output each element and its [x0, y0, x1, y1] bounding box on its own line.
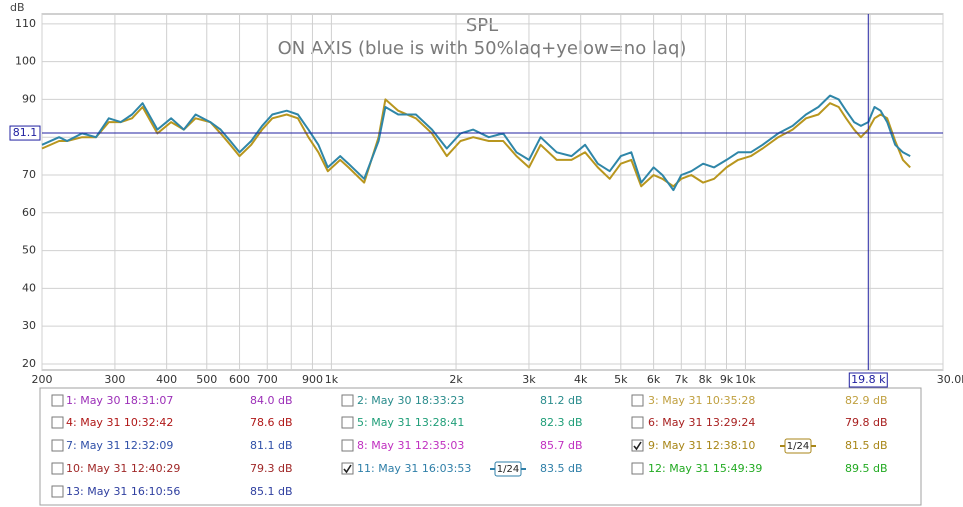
checkbox[interactable]: [341, 462, 354, 475]
checkmark: [633, 441, 642, 451]
x-tick-label: 600: [229, 373, 250, 386]
measurement-level: 83.5 dB: [540, 462, 583, 475]
measurement-level: 85.1 dB: [250, 485, 293, 498]
checkbox[interactable]: [51, 416, 64, 429]
measurement-level: 82.3 dB: [540, 416, 583, 429]
checkbox[interactable]: [631, 394, 644, 407]
legend-panel: [39, 387, 922, 506]
measurement-level: 81.1 dB: [250, 439, 293, 452]
smoothing-label: 1/24: [497, 464, 519, 475]
checkbox[interactable]: [631, 439, 644, 452]
measurement-level: 81.5 dB: [845, 439, 888, 452]
measurement-level: 78.6 dB: [250, 416, 293, 429]
x-tick-label: 7k: [675, 373, 689, 386]
y-tick-label: 60: [22, 206, 36, 219]
checkbox[interactable]: [51, 439, 64, 452]
measurement-level: 79.3 dB: [250, 462, 293, 475]
measurement-label: 6: May 31 13:29:24: [648, 416, 755, 429]
y-tick-label: 50: [22, 244, 36, 257]
y-tick-label: 100: [15, 55, 36, 68]
measurement-level: 79.8 dB: [845, 416, 888, 429]
x-tick-label: 5k: [614, 373, 628, 386]
measurement-label: 10: May 31 12:40:29: [66, 462, 180, 475]
measurement-label: 3: May 31 10:35:28: [648, 394, 755, 407]
x-tick-label: 10k: [735, 373, 756, 386]
plot-area: [41, 13, 944, 371]
y-tick-label: 110: [15, 17, 36, 30]
smoothing-badge[interactable]: [494, 461, 522, 477]
x-tick-label: 2k: [449, 373, 463, 386]
measurement-level: 84.0 dB: [250, 394, 293, 407]
measurement-label: 2: May 30 18:33:23: [357, 394, 464, 407]
cursor-x-box: [848, 372, 888, 388]
smoothing-label: 1/24: [787, 441, 809, 452]
checkbox[interactable]: [51, 394, 64, 407]
y-tick-label: 30: [22, 319, 36, 332]
measurement-label: 4: May 31 10:32:42: [66, 416, 173, 429]
checkbox[interactable]: [51, 462, 64, 475]
y-tick-label: 40: [22, 281, 36, 294]
x-tick-label: 300: [104, 373, 125, 386]
x-tick-label: 30.0k Hz: [937, 373, 963, 386]
measurement-label: 11: May 31 16:03:53: [357, 462, 471, 475]
measurement-level: 82.9 dB: [845, 394, 888, 407]
y-tick-label: 70: [22, 168, 36, 181]
y-tick-label: 90: [22, 92, 36, 105]
cursor-y-box: [9, 125, 41, 141]
x-tick-label: 1k: [325, 373, 339, 386]
y-axis-label: dB: [10, 1, 25, 14]
smoothing-badge[interactable]: [784, 438, 812, 454]
checkbox[interactable]: [341, 439, 354, 452]
x-tick-label: 700: [257, 373, 278, 386]
checkbox[interactable]: [341, 394, 354, 407]
x-tick-label: 8k: [699, 373, 713, 386]
x-tick-label: 400: [156, 373, 177, 386]
measurement-label: 9: May 31 12:38:10: [648, 439, 755, 452]
x-tick-label: 4k: [574, 373, 588, 386]
measurement-label: 8: May 31 12:35:03: [357, 439, 464, 452]
x-tick-label: 9k: [720, 373, 734, 386]
checkbox[interactable]: [631, 416, 644, 429]
chart-title: SPL: [466, 15, 498, 36]
cursor-y-label: 81.1: [13, 126, 38, 139]
x-tick-label: 6k: [647, 373, 661, 386]
measurement-level: 81.2 dB: [540, 394, 583, 407]
checkbox[interactable]: [51, 485, 64, 498]
chart-subtitle: ON AXIS (blue is with 50%laq+yelow=no la…: [278, 38, 687, 59]
x-tick-label: 900: [302, 373, 323, 386]
measurement-label: 1: May 30 18:31:07: [66, 394, 173, 407]
x-tick-label: 500: [196, 373, 217, 386]
x-tick-label: 200: [32, 373, 53, 386]
measurement-label: 7: May 31 12:32:09: [66, 439, 173, 452]
checkbox[interactable]: [631, 462, 644, 475]
series-line: [41, 94, 911, 192]
y-tick-label: 20: [22, 357, 36, 370]
checkmark: [343, 464, 352, 474]
measurement-label: 5: May 31 13:28:41: [357, 416, 464, 429]
series-line: [41, 98, 911, 188]
x-tick-label: 3k: [522, 373, 536, 386]
measurement-level: 85.7 dB: [540, 439, 583, 452]
cursor-x-label: 19.8 k: [851, 373, 886, 386]
measurement-label: 13: May 31 16:10:56: [66, 485, 180, 498]
checkbox[interactable]: [341, 416, 354, 429]
measurement-label: 12: May 31 15:49:39: [648, 462, 762, 475]
measurement-level: 89.5 dB: [845, 462, 888, 475]
